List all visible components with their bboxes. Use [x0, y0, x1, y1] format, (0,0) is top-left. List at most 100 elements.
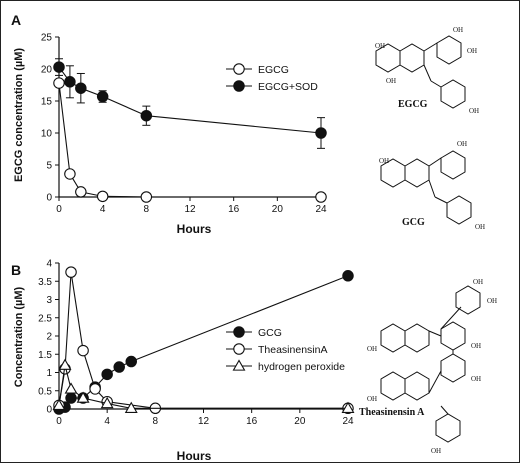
- series-line: [58, 275, 349, 410]
- x-tick-label: 0: [56, 204, 62, 215]
- legend-marker: [233, 326, 245, 338]
- gcg-oh-label-2: OH: [457, 140, 467, 148]
- legend-marker: [233, 63, 245, 75]
- egcg-oh-label-3: OH: [467, 47, 477, 55]
- data-point: [100, 396, 114, 409]
- data-point: [64, 382, 78, 394]
- legend-label: hydrogen peroxide: [258, 361, 345, 373]
- egcg-oh-label-1: OH: [375, 42, 385, 50]
- tsa-oh-label-3: OH: [471, 342, 481, 350]
- x-tick-label: 8: [144, 204, 150, 215]
- tsa-oh-label-5: OH: [367, 345, 377, 353]
- y-tick-label: 25: [41, 33, 53, 44]
- x-tick-label: 16: [228, 204, 240, 215]
- legend-marker: [232, 359, 246, 371]
- y-tick-label: 2: [46, 332, 52, 343]
- data-point: [113, 361, 125, 373]
- data-point: [64, 168, 76, 180]
- x-tick-label: 12: [184, 204, 196, 215]
- panel-b-ylabel: Concentration (µM): [13, 286, 25, 387]
- theasinensin-structure: [380, 285, 481, 443]
- egcg-oh-label-5: OH: [469, 107, 479, 115]
- egcg-structure: [375, 35, 466, 109]
- data-point: [52, 398, 66, 411]
- data-point: [101, 368, 113, 381]
- data-point: [65, 392, 77, 404]
- tsa-oh-label-6: OH: [367, 395, 377, 403]
- data-point: [53, 77, 65, 89]
- egcg-oh-label-2: OH: [453, 26, 463, 34]
- panel-a-ylabel: EGCG concentration (µM): [13, 48, 25, 182]
- series-theasinensina: [53, 266, 354, 415]
- data-point: [65, 266, 77, 278]
- series-egcg-sod: [53, 58, 327, 149]
- y-tick-label: 15: [41, 97, 53, 108]
- y-tick-label: 10: [41, 129, 53, 140]
- data-point: [140, 109, 153, 122]
- y-tick-label: 20: [41, 65, 53, 76]
- panel-a-label: A: [11, 12, 21, 28]
- data-point: [53, 61, 65, 73]
- panel-b: 0 4 8 12 16 20 24 0 0.5 1 1.5 2 2.5 3 3.5 4 GCG Theasinen…: [38, 259, 355, 427]
- legend-marker: [233, 80, 245, 92]
- egcg-oh-label-4: OH: [386, 77, 396, 85]
- data-point: [315, 127, 327, 139]
- data-point: [315, 191, 327, 203]
- series-line: [58, 83, 321, 198]
- data-point: [58, 358, 72, 370]
- y-tick-label: 2.5: [38, 313, 52, 324]
- legend-label: TheasinensinA: [258, 344, 327, 356]
- panel-a-xlabel: Hours: [177, 222, 212, 236]
- series-line: [58, 272, 348, 409]
- data-point: [96, 190, 109, 203]
- legend-label: GCG: [258, 327, 282, 339]
- x-tick-label: 24: [342, 416, 354, 427]
- tsa-oh-label-7: OH: [431, 447, 441, 455]
- panel-a: 0 4 8 12 16 20 24 0 5 10 15 20 25 EGCG EGCG+SOD: [41, 33, 327, 216]
- x-tick-label: 20: [294, 416, 306, 427]
- data-point: [75, 186, 87, 198]
- panel-b-xlabel: Hours: [177, 449, 212, 463]
- data-point: [89, 383, 101, 395]
- data-point: [140, 191, 153, 203]
- x-tick-label: 4: [104, 416, 110, 427]
- x-tick-label: 12: [198, 416, 210, 427]
- tsa-oh-label-1: OH: [473, 278, 483, 286]
- x-tick-label: 24: [315, 204, 327, 215]
- data-point: [75, 82, 87, 94]
- y-tick-label: 0.5: [38, 386, 52, 397]
- y-tick-label: 1: [46, 368, 52, 379]
- y-tick-label: 0: [46, 193, 52, 204]
- gcg-name: GCG: [402, 217, 425, 228]
- series-hydrogen-peroxide: [52, 358, 355, 413]
- x-tick-label: 0: [56, 416, 62, 427]
- series-egcg: [53, 77, 327, 203]
- panel-b-label: B: [11, 262, 21, 278]
- data-point: [125, 355, 138, 368]
- x-tick-label: 4: [100, 204, 106, 215]
- gcg-structure: [380, 150, 472, 225]
- legend-marker: [233, 343, 245, 355]
- x-tick-label: 20: [272, 204, 284, 215]
- data-point: [124, 401, 138, 413]
- theasinensin-name: Theasinensin A: [359, 407, 425, 418]
- data-point: [77, 344, 89, 357]
- y-tick-label: 0: [46, 405, 52, 416]
- legend-label: EGCG+SOD: [258, 81, 318, 93]
- data-point: [96, 90, 109, 103]
- data-point: [64, 76, 76, 88]
- gcg-oh-label-3: OH: [475, 223, 485, 231]
- tsa-oh-label-2: OH: [487, 297, 497, 305]
- y-tick-label: 3.5: [38, 277, 52, 288]
- gcg-oh-label-1: OH: [379, 157, 389, 165]
- data-point: [341, 401, 355, 413]
- legend-label: EGCG: [258, 64, 289, 76]
- y-tick-label: 4: [46, 259, 52, 270]
- tsa-oh-label-4: OH: [471, 375, 481, 383]
- y-tick-label: 5: [46, 161, 52, 172]
- egcg-name: EGCG: [398, 99, 428, 110]
- y-tick-label: 3: [46, 295, 52, 306]
- x-tick-label: 16: [246, 416, 258, 427]
